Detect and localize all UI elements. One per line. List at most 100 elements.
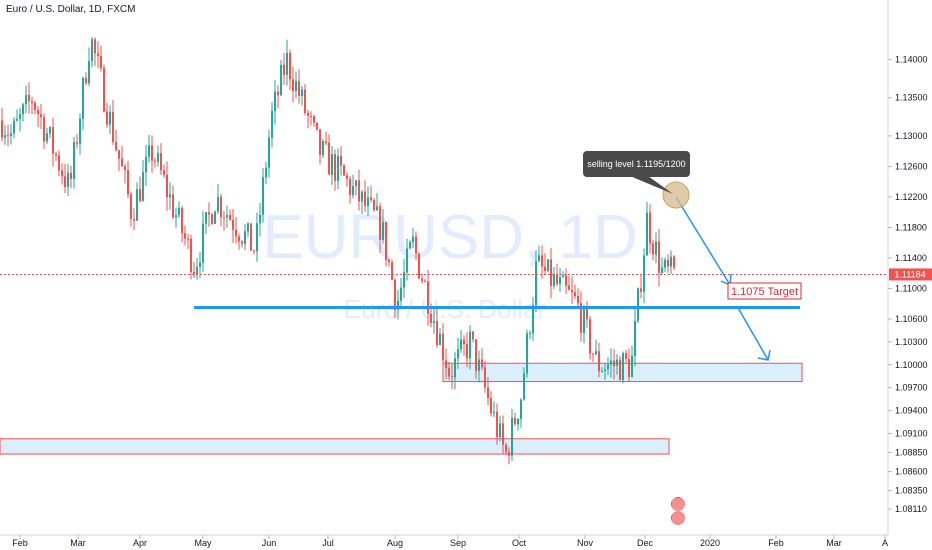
candle-body [10, 133, 12, 136]
candle-body [502, 423, 504, 445]
candle-body [457, 349, 459, 359]
candle-body [439, 333, 441, 345]
watermark-symbol: EURUSD, 1D [262, 203, 638, 272]
time-tick-label: A [882, 538, 888, 548]
candle-body [649, 212, 651, 244]
candle-body [616, 359, 618, 367]
candle-body [490, 398, 492, 414]
candle-body [508, 451, 510, 456]
candle-body [214, 211, 216, 224]
candle-body [433, 321, 435, 323]
arrow-down-2 [736, 305, 769, 361]
target-text: 1.1075 Target [731, 286, 798, 298]
candle-body [127, 170, 129, 195]
candle-body [277, 91, 279, 96]
candle-body [454, 358, 456, 378]
price-tick-label: 1.12600 [895, 161, 928, 171]
candle-body [517, 418, 519, 425]
candle-body [379, 206, 381, 241]
support-zone[interactable] [0, 438, 670, 455]
candle-body [289, 52, 291, 80]
candle-body [163, 170, 165, 175]
candle-body [460, 339, 462, 350]
candle-body [526, 333, 528, 374]
candle-body [604, 369, 606, 372]
selling-level-callout[interactable]: selling level 1.1195/1200 [583, 151, 690, 194]
candle-body [298, 81, 300, 97]
candle-body [346, 175, 348, 179]
time-axis[interactable]: Feb Mar Apr May Jun Jul Aug Sep Oct Nov Dec 2020 Feb… [12, 535, 888, 548]
candle-body [178, 207, 180, 216]
candle-body [319, 129, 321, 156]
candle-body [334, 154, 336, 181]
candle-body [487, 387, 489, 399]
candle-body [475, 339, 477, 371]
candle-body [535, 261, 537, 306]
candle-body [646, 212, 648, 256]
candle-body [610, 360, 612, 365]
candle-body [367, 197, 369, 207]
candle-body [28, 94, 30, 102]
candle-body [364, 191, 366, 207]
candle-body [556, 274, 558, 284]
candle-body [94, 39, 96, 54]
candle-body [394, 279, 396, 310]
candle-body [613, 360, 615, 367]
candle-body [151, 145, 153, 161]
target-label[interactable]: 1.1075 Target [727, 282, 802, 300]
candle-body [157, 153, 159, 162]
candle-body [511, 417, 513, 456]
candle-body [220, 196, 222, 218]
candle-body [430, 313, 432, 323]
candle-body [523, 373, 525, 400]
candle-body [385, 222, 387, 260]
candle-body [640, 288, 642, 292]
candle-body [412, 236, 414, 243]
candle-body [403, 272, 405, 288]
arrow-down-1 [675, 196, 731, 286]
candle-body [145, 156, 147, 173]
event-marker-icon[interactable] [671, 497, 696, 526]
candle-body [112, 111, 114, 142]
candle-body [172, 194, 174, 218]
current-price-text: 1.11184 [894, 269, 925, 279]
time-tick-label: Dec [637, 538, 654, 548]
candle-body [262, 177, 264, 215]
time-tick-label: 2020 [700, 538, 720, 548]
time-tick-label: Mar [826, 538, 842, 548]
candle-body [655, 241, 657, 255]
candle-body [586, 309, 588, 320]
candle-body [235, 229, 237, 237]
candle-body [520, 399, 522, 419]
candle-body [388, 259, 390, 263]
candle-body [49, 127, 51, 134]
candle-body [568, 285, 570, 290]
time-tick-label: Jul [322, 538, 334, 548]
candle-body [340, 155, 342, 166]
candle-body [184, 233, 186, 239]
candle-body [658, 241, 660, 273]
candle-body [73, 142, 75, 179]
candle-body [565, 275, 567, 286]
price-tick-label: 1.08850 [895, 448, 928, 458]
candle-body [217, 196, 219, 212]
candle-body [253, 250, 255, 252]
candle-body [559, 277, 561, 284]
candle-body [631, 355, 633, 378]
candle-body [553, 274, 555, 286]
candle-body [343, 165, 345, 176]
candle-body [4, 135, 6, 138]
price-tick-label: 1.11000 [895, 283, 927, 293]
candle-body [607, 364, 609, 370]
candle-body [328, 142, 330, 175]
candle-body [181, 207, 183, 234]
price-axis[interactable]: 1.14000 1.13500 1.13000 1.12600 1.12200 1.118… [888, 55, 928, 514]
selling-level-circle [662, 181, 690, 209]
price-tick-label: 1.11800 [895, 222, 927, 232]
candle-body [109, 111, 111, 125]
candle-body [154, 160, 156, 162]
candle-body [418, 253, 420, 279]
price-tick-label: 1.09400 [895, 406, 928, 416]
time-tick-label: Mar [70, 538, 86, 548]
